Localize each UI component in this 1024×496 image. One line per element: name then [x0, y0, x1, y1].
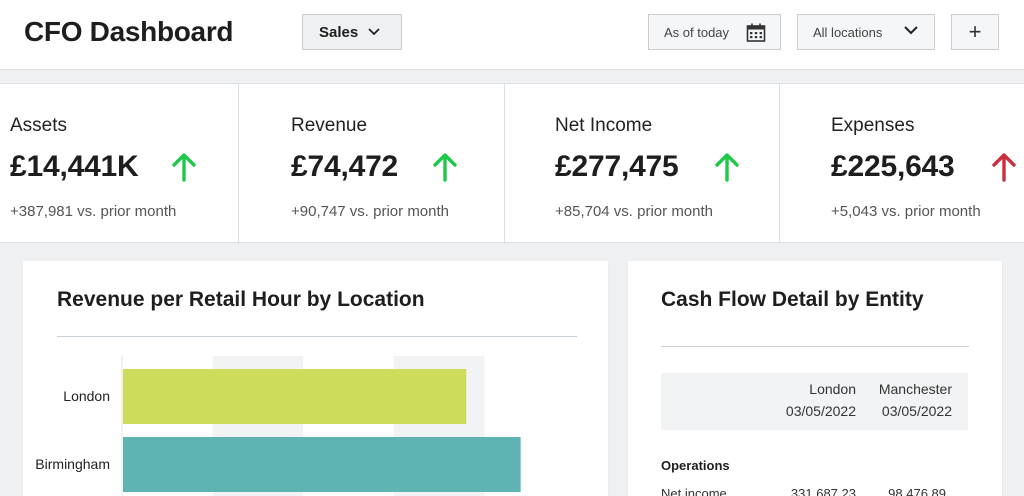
arrow-up-icon	[992, 153, 1016, 182]
column-date: 03/05/2022	[881, 403, 952, 419]
page-title: CFO Dashboard	[24, 16, 234, 47]
kpi-delta: +387,981 vs. prior month	[10, 203, 177, 220]
location-filter-label: All locations	[813, 24, 883, 40]
row-value-london: 331,687.23	[790, 486, 856, 496]
table-header: London 03/05/2022 Manchester 03/05/2022	[661, 373, 968, 430]
kpi-delta: +90,747 vs. prior month	[291, 203, 450, 220]
bar-london[interactable]	[123, 369, 467, 424]
arrow-up-icon	[715, 153, 739, 182]
kpi-net-income[interactable]: Net Income £277,475 +85,704 vs. prior mo…	[504, 84, 779, 244]
kpi-revenue[interactable]: Revenue £74,472 +90,747 vs. prior month	[238, 84, 504, 244]
calendar-icon	[746, 23, 766, 42]
bar-birmingham[interactable]	[123, 437, 521, 492]
category-label: London	[63, 387, 110, 404]
card-title: Cash Flow Detail by Entity	[661, 288, 924, 311]
kpi-value: £74,472	[291, 150, 399, 183]
kpi-expenses[interactable]: Expenses £225,643 +5,043 vs. prior month	[779, 84, 1024, 244]
view-select[interactable]: Sales	[302, 14, 402, 50]
date-filter-label: As of today	[664, 24, 730, 40]
column-name: London	[809, 381, 856, 397]
chevron-down-icon	[904, 26, 918, 35]
kpi-label: Net Income	[555, 115, 653, 136]
card-title: Revenue per Retail Hour by Location	[57, 288, 425, 311]
divider	[661, 346, 969, 347]
row-value-manchester: 98,476.89	[888, 486, 946, 496]
category-label: Birmingham	[35, 455, 110, 472]
kpi-delta: +85,704 vs. prior month	[555, 203, 714, 220]
revenue-bar-chart	[121, 356, 521, 496]
row-label: Net income	[661, 486, 727, 496]
column-header-london: London 03/05/2022	[786, 378, 856, 422]
kpi-delta: +5,043 vs. prior month	[831, 203, 981, 220]
date-filter[interactable]: As of today	[648, 14, 781, 50]
arrow-up-icon	[433, 153, 457, 182]
kpi-strip: Assets £14,441K +387,981 vs. prior month…	[0, 83, 1024, 244]
kpi-label: Expenses	[831, 115, 915, 136]
cash-flow-card: Cash Flow Detail by Entity London 03/05/…	[628, 261, 1002, 496]
view-select-label: Sales	[319, 23, 359, 41]
kpi-label: Assets	[10, 115, 68, 136]
kpi-value: £14,441K	[10, 150, 139, 183]
add-button[interactable]: +	[951, 14, 999, 50]
location-filter[interactable]: All locations	[797, 14, 935, 50]
divider	[57, 336, 577, 337]
kpi-value: £225,643	[831, 150, 955, 183]
arrow-up-icon	[172, 153, 196, 182]
chevron-down-icon	[368, 28, 380, 36]
kpi-label: Revenue	[291, 115, 368, 136]
kpi-assets[interactable]: Assets £14,441K +387,981 vs. prior month	[0, 84, 238, 244]
section-title: Operations	[661, 458, 730, 473]
column-date: 03/05/2022	[785, 403, 856, 419]
column-header-manchester: Manchester 03/05/2022	[879, 378, 952, 422]
revenue-chart-card: Revenue per Retail Hour by Location Lond…	[23, 261, 608, 496]
kpi-value: £277,475	[555, 150, 679, 183]
top-bar: CFO Dashboard Sales As of today All loca…	[0, 0, 1024, 70]
column-name: Manchester	[878, 381, 952, 397]
